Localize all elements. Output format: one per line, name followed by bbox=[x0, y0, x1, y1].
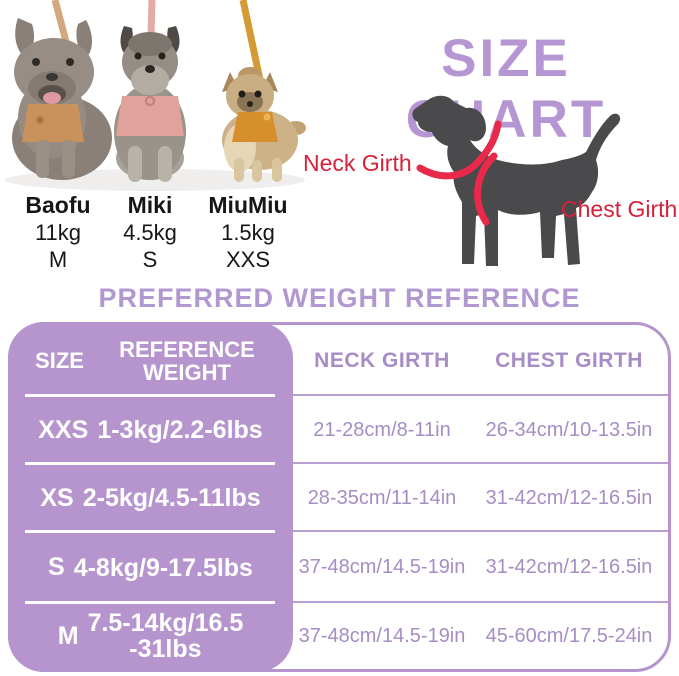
separator-purple bbox=[293, 394, 668, 396]
separator-purple bbox=[293, 601, 668, 603]
dogs-photo bbox=[5, 0, 306, 191]
header-chest-girth: CHEST GIRTH bbox=[495, 348, 643, 372]
weight-value: 4-8kg/9-17.5lbs bbox=[73, 553, 253, 582]
separator-white bbox=[25, 601, 275, 604]
harness-orange bbox=[232, 112, 278, 142]
chest-girth-band bbox=[474, 152, 498, 226]
measurement-diagram bbox=[412, 95, 621, 267]
size-table: SIZE REFERENCE WEIGHT NECK GIRTH CHEST G… bbox=[8, 322, 671, 672]
separator-white bbox=[25, 462, 275, 465]
table-row-s: S 4-8kg/9-17.5lbs 37-48cm/14.5-19in 31-4… bbox=[11, 532, 668, 603]
size-value: XS bbox=[40, 483, 74, 512]
neck-girth-label: Neck Girth bbox=[303, 150, 412, 176]
chest-girth-value: 26-34cm/10-13.5in bbox=[485, 418, 653, 441]
dog-miumiu bbox=[222, 67, 306, 182]
table-row-xs: XS 2-5kg/4.5-11lbs 28-35cm/11-14in 31-42… bbox=[11, 464, 668, 532]
size-weight-cell: S 4-8kg/9-17.5lbs bbox=[8, 532, 293, 603]
header-size-weight: SIZE REFERENCE WEIGHT bbox=[8, 325, 293, 396]
dog-silhouette bbox=[412, 95, 621, 267]
table-row-xxs: XXS 1-3kg/2.2-6lbs 21-28cm/8-11in 26-34c… bbox=[11, 396, 668, 464]
size-weight-cell: XXS 1-3kg/2.2-6lbs bbox=[8, 396, 293, 464]
chest-girth-value: 31-42cm/12-16.5in bbox=[485, 556, 653, 578]
weight-value: 1-3kg/2.2-6lbs bbox=[97, 416, 263, 444]
separator-white bbox=[25, 394, 275, 397]
dog-size: M bbox=[48, 247, 68, 272]
dog-weight: 11kg bbox=[34, 220, 82, 245]
table-header-row: SIZE REFERENCE WEIGHT NECK GIRTH CHEST G… bbox=[11, 325, 668, 396]
size-value: S bbox=[48, 553, 65, 581]
dog-captions: Baofu 11kg M Miki 4.5kg S MiuMiu 1.5kg X… bbox=[0, 192, 310, 277]
neck-girth-band bbox=[416, 120, 502, 180]
weight-value: 2-5kg/4.5-11lbs bbox=[82, 484, 261, 512]
section-heading: PREFERRED WEIGHT REFERENCE bbox=[98, 283, 581, 313]
dog-miki bbox=[114, 26, 186, 182]
chest-girth-value: 31-42cm/12-16.5in bbox=[485, 486, 653, 509]
table-row-m: M 7.5-14kg/16.5 -31lbs 37-48cm/14.5-19in… bbox=[11, 603, 668, 669]
header-size: SIZE bbox=[35, 347, 84, 373]
chest-girth-value: 45-60cm/17.5-24in bbox=[485, 624, 653, 647]
table-left-panel bbox=[8, 322, 293, 672]
harness-tan bbox=[22, 104, 84, 142]
dog-name: Baofu bbox=[25, 192, 91, 218]
weight-value: 7.5-14kg/16.5 bbox=[87, 609, 244, 637]
neck-girth-value: 21-28cm/8-11in bbox=[313, 418, 451, 441]
size-value: XXS bbox=[38, 415, 89, 444]
size-value: M bbox=[57, 621, 79, 650]
dog-name: Miki bbox=[127, 192, 173, 218]
neck-girth-value: 37-48cm/14.5-19in bbox=[298, 556, 466, 578]
separator-purple bbox=[293, 462, 668, 464]
caption-miumiu: MiuMiu 1.5kg XXS bbox=[194, 192, 302, 273]
dog-name: MiuMiu bbox=[208, 192, 288, 218]
weight-value-line2: -31lbs bbox=[129, 635, 202, 663]
separator-white bbox=[25, 530, 275, 533]
separator-purple bbox=[293, 530, 668, 532]
neck-girth-value: 28-35cm/11-14in bbox=[307, 486, 457, 509]
dog-size: S bbox=[142, 247, 158, 272]
harness-pink bbox=[116, 96, 184, 136]
size-weight-cell: M 7.5-14kg/16.5 -31lbs bbox=[8, 603, 293, 669]
caption-miki: Miki 4.5kg S bbox=[104, 192, 196, 273]
dog-baofu bbox=[12, 18, 112, 180]
chest-girth-label: Chest Girth bbox=[561, 196, 678, 222]
dog-weight: 1.5kg bbox=[221, 220, 275, 245]
size-weight-cell: XS 2-5kg/4.5-11lbs bbox=[8, 464, 293, 532]
neck-girth-value: 37-48cm/14.5-19in bbox=[298, 624, 466, 647]
header-neck-girth: NECK GIRTH bbox=[314, 348, 450, 372]
header-reference-weight: REFERENCE WEIGHT bbox=[119, 336, 255, 385]
dog-size: XXS bbox=[225, 247, 271, 272]
dog-weight: 4.5kg bbox=[123, 220, 177, 245]
caption-baofu: Baofu 11kg M bbox=[10, 192, 106, 273]
